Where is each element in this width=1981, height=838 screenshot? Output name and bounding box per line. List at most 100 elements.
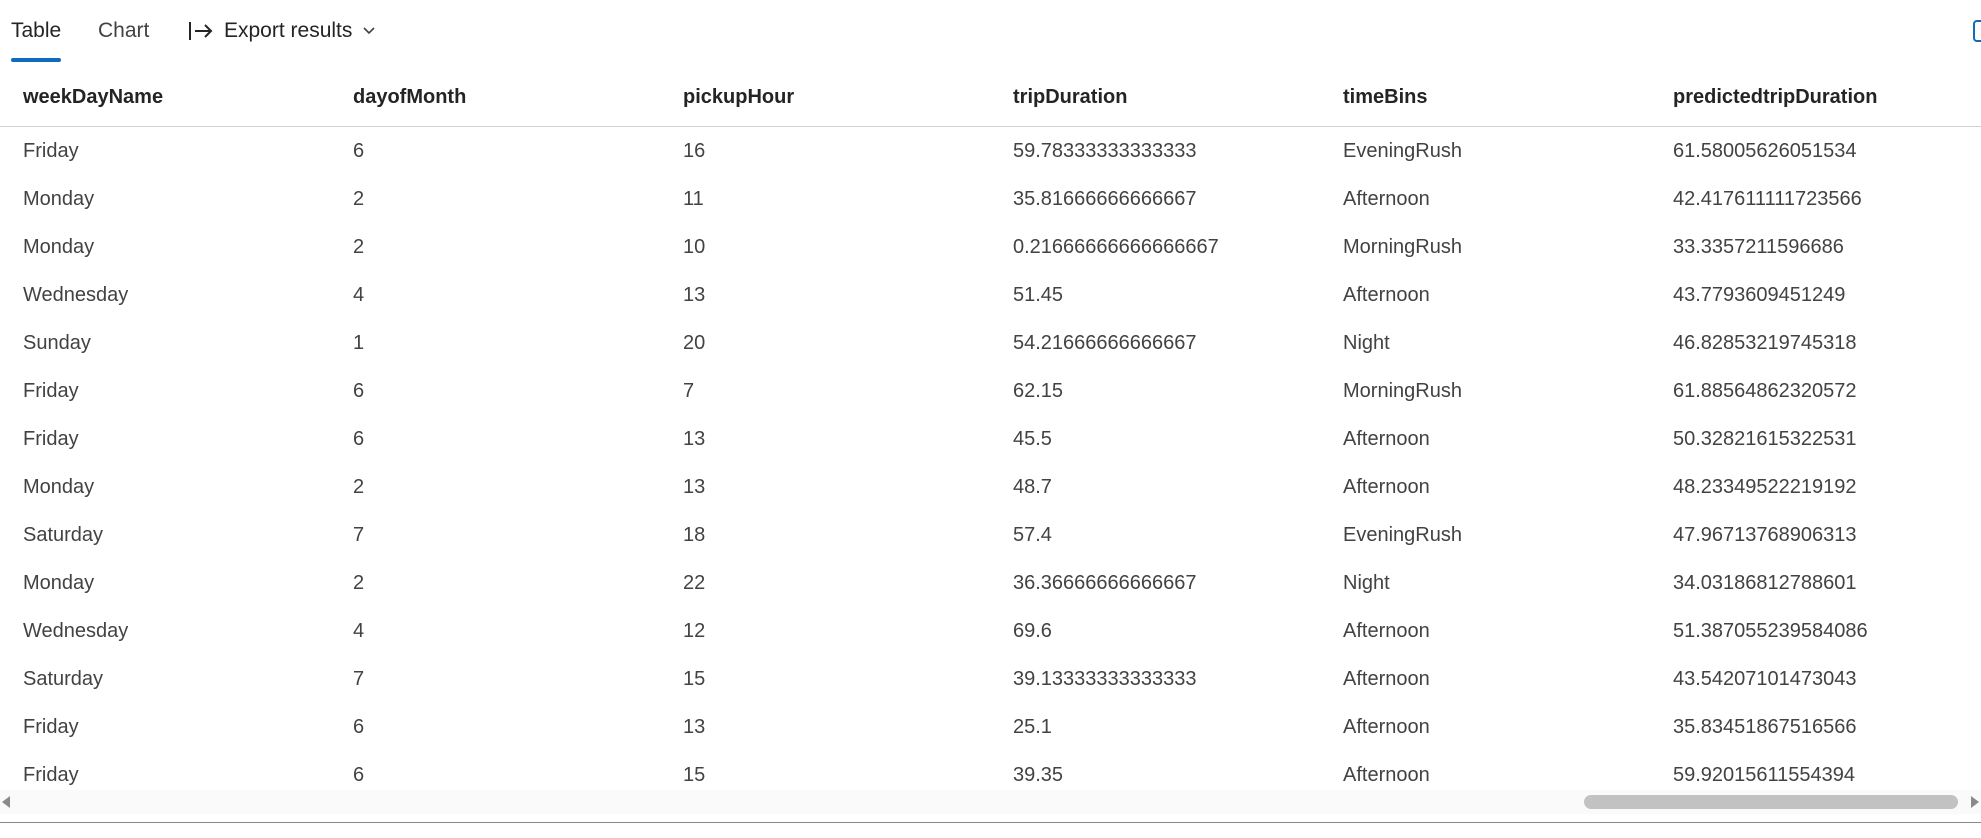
table-cell[interactable]: 1 bbox=[353, 332, 365, 354]
table-cell[interactable]: 34.03186812788601 bbox=[1673, 572, 1857, 594]
table-cell[interactable]: 2 bbox=[353, 572, 365, 594]
table-cell[interactable]: Friday bbox=[23, 428, 79, 450]
table-cell[interactable]: 43.54207101473043 bbox=[1673, 668, 1857, 690]
table-cell[interactable]: MorningRush bbox=[1343, 380, 1462, 402]
table-cell[interactable]: 33.3357211596686 bbox=[1673, 236, 1844, 258]
scroll-right-arrow-icon[interactable] bbox=[1971, 796, 1979, 808]
table-cell[interactable]: 35.81666666666667 bbox=[1013, 188, 1197, 210]
column-header[interactable]: dayofMonth bbox=[353, 86, 467, 108]
table-cell[interactable]: 48.7 bbox=[1013, 476, 1052, 498]
table-cell[interactable]: Monday bbox=[23, 476, 95, 498]
table-row[interactable]: Monday 2 11 35.81666666666667 Afternoon 42.41… bbox=[0, 175, 1981, 223]
table-cell[interactable]: 2 bbox=[353, 476, 365, 498]
table-cell[interactable]: Afternoon bbox=[1343, 428, 1430, 450]
table-cell[interactable]: 13 bbox=[683, 716, 706, 738]
table-cell[interactable]: 16 bbox=[683, 140, 706, 162]
table-cell[interactable]: 59.78333333333333 bbox=[1013, 140, 1197, 162]
table-cell[interactable]: 20 bbox=[683, 332, 706, 354]
table-cell[interactable]: 35.83451867516566 bbox=[1673, 716, 1857, 738]
table-cell[interactable]: 13 bbox=[683, 476, 706, 498]
table-cell[interactable]: Monday bbox=[23, 236, 95, 258]
table-cell[interactable]: Night bbox=[1343, 572, 1390, 594]
table-row[interactable]: Friday 6 7 62.15 MorningRush 61.8856486232057… bbox=[0, 367, 1981, 415]
column-header[interactable]: tripDuration bbox=[1013, 86, 1128, 108]
table-cell[interactable]: Friday bbox=[23, 380, 79, 402]
table-cell[interactable]: 15 bbox=[683, 764, 706, 786]
scrollbar-thumb[interactable] bbox=[1584, 795, 1958, 809]
table-row[interactable]: Wednesday 4 12 69.6 Afternoon 51.387055239584… bbox=[0, 607, 1981, 655]
table-cell[interactable]: 15 bbox=[683, 668, 706, 690]
scroll-left-arrow-icon[interactable] bbox=[2, 796, 10, 808]
table-cell[interactable]: 45.5 bbox=[1013, 428, 1052, 450]
table-cell[interactable]: 6 bbox=[353, 380, 365, 402]
tab-table[interactable]: Table bbox=[11, 19, 62, 42]
table-cell[interactable]: 39.35 bbox=[1013, 764, 1064, 786]
table-cell[interactable]: Afternoon bbox=[1343, 668, 1430, 690]
column-header[interactable]: timeBins bbox=[1343, 86, 1428, 108]
table-cell[interactable]: 11 bbox=[683, 188, 704, 210]
table-cell[interactable]: Monday bbox=[23, 572, 95, 594]
table-cell[interactable]: Afternoon bbox=[1343, 284, 1430, 306]
table-cell[interactable]: 4 bbox=[353, 284, 365, 306]
table-cell[interactable]: Afternoon bbox=[1343, 764, 1430, 786]
table-cell[interactable]: Afternoon bbox=[1343, 188, 1430, 210]
table-row[interactable]: Friday 6 15 39.35 Afternoon 59.92015611554394 bbox=[0, 751, 1981, 790]
table-row[interactable]: Wednesday 4 13 51.45 Afternoon 43.77936094512… bbox=[0, 271, 1981, 319]
table-row[interactable]: Friday 6 13 25.1 Afternoon 35.83451867516566 bbox=[0, 703, 1981, 751]
column-header[interactable]: predictedtripDuration bbox=[1673, 86, 1878, 108]
table-cell[interactable]: Night bbox=[1343, 332, 1390, 354]
table-cell[interactable]: 51.45 bbox=[1013, 284, 1064, 306]
table-cell[interactable]: 2 bbox=[353, 188, 365, 210]
table-cell[interactable]: 13 bbox=[683, 284, 706, 306]
table-cell[interactable]: 22 bbox=[683, 572, 706, 594]
table-cell[interactable]: 62.15 bbox=[1013, 380, 1064, 402]
table-cell[interactable]: 7 bbox=[353, 524, 365, 546]
table-cell[interactable]: Afternoon bbox=[1343, 620, 1430, 642]
table-cell[interactable]: Wednesday bbox=[23, 284, 129, 306]
horizontal-scrollbar[interactable] bbox=[0, 790, 1981, 814]
table-cell[interactable]: 39.13333333333333 bbox=[1013, 668, 1197, 690]
table-cell[interactable]: Wednesday bbox=[23, 620, 129, 642]
table-cell[interactable]: EveningRush bbox=[1343, 140, 1462, 162]
table-cell[interactable]: EveningRush bbox=[1343, 524, 1462, 546]
table-cell[interactable]: 47.96713768906313 bbox=[1673, 524, 1857, 546]
table-cell[interactable]: 12 bbox=[683, 620, 706, 642]
table-row[interactable]: Monday 2 10 0.21666666666666667 MorningRush 3… bbox=[0, 223, 1981, 271]
table-cell[interactable]: 51.387055239584086 bbox=[1673, 620, 1868, 642]
table-cell[interactable]: 59.92015611554394 bbox=[1673, 764, 1856, 786]
table-cell[interactable]: 0.21666666666666667 bbox=[1013, 236, 1219, 258]
table-cell[interactable]: 7 bbox=[683, 380, 695, 402]
table-cell[interactable]: 7 bbox=[353, 668, 365, 690]
table-cell[interactable]: 61.88564862320572 bbox=[1673, 380, 1857, 402]
table-cell[interactable]: 6 bbox=[353, 764, 365, 786]
table-cell[interactable]: Saturday bbox=[23, 524, 104, 546]
table-cell[interactable]: 50.32821615322531 bbox=[1673, 428, 1857, 450]
tab-chart[interactable]: Chart bbox=[98, 19, 150, 42]
column-header[interactable]: weekDayName bbox=[23, 86, 164, 108]
table-cell[interactable]: 42.417611111723566 bbox=[1673, 188, 1862, 210]
copy-icon[interactable] bbox=[1973, 20, 1981, 42]
table-cell[interactable]: 13 bbox=[683, 428, 706, 450]
table-cell[interactable]: Afternoon bbox=[1343, 476, 1430, 498]
table-row[interactable]: Friday 6 13 45.5 Afternoon 50.32821615322531 bbox=[0, 415, 1981, 463]
table-cell[interactable]: 54.21666666666667 bbox=[1013, 332, 1197, 354]
table-row[interactable]: Friday 6 16 59.78333333333333 EveningRush 61.… bbox=[0, 127, 1981, 175]
table-row[interactable]: Saturday 7 18 57.4 EveningRush 47.96713768906… bbox=[0, 511, 1981, 559]
table-row[interactable]: Sunday 1 20 54.21666666666667 Night 46.828532… bbox=[0, 319, 1981, 367]
table-cell[interactable]: 61.58005626051534 bbox=[1673, 140, 1857, 162]
column-header[interactable]: pickupHour bbox=[683, 86, 795, 108]
table-cell[interactable]: 57.4 bbox=[1013, 524, 1052, 546]
table-cell[interactable]: 6 bbox=[353, 428, 365, 450]
table-cell[interactable]: Friday bbox=[23, 716, 79, 738]
table-cell[interactable]: 10 bbox=[683, 236, 706, 258]
export-results-button[interactable]: Export results bbox=[188, 0, 376, 62]
table-cell[interactable]: MorningRush bbox=[1343, 236, 1462, 258]
table-row[interactable]: Monday 2 13 48.7 Afternoon 48.23349522219192 bbox=[0, 463, 1981, 511]
table-cell[interactable]: 6 bbox=[353, 140, 365, 162]
table-cell[interactable]: 48.23349522219192 bbox=[1673, 476, 1857, 498]
table-cell[interactable]: Saturday bbox=[23, 668, 104, 690]
table-cell[interactable]: 4 bbox=[353, 620, 365, 642]
table-cell[interactable]: 46.82853219745318 bbox=[1673, 332, 1857, 354]
table-cell[interactable]: 25.1 bbox=[1013, 716, 1052, 738]
table-cell[interactable]: Sunday bbox=[23, 332, 91, 354]
